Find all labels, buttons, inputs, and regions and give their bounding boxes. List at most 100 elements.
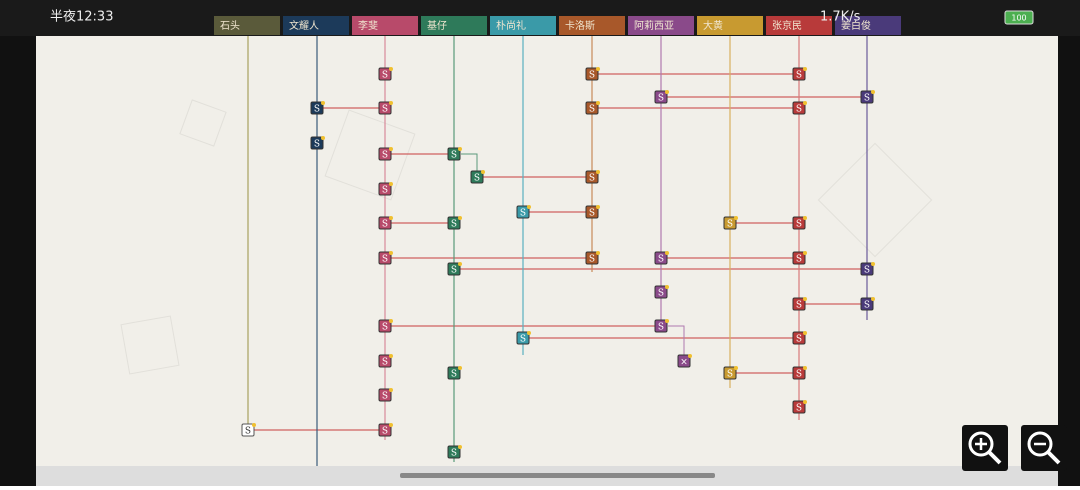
story-node[interactable] (792, 101, 806, 115)
story-node[interactable] (310, 101, 324, 115)
story-node[interactable] (654, 285, 668, 299)
story-node[interactable] (378, 216, 392, 230)
story-node[interactable] (654, 251, 668, 265)
story-node[interactable] (585, 67, 599, 81)
story-node[interactable] (792, 366, 806, 380)
node-label: × (680, 358, 688, 368)
character-tab[interactable] (559, 16, 625, 35)
story-node[interactable] (310, 136, 324, 150)
node-star (389, 251, 393, 255)
story-node[interactable] (447, 147, 461, 161)
character-tab[interactable] (766, 16, 832, 35)
node-label: S (382, 220, 388, 230)
node-star (389, 216, 393, 220)
zoom-out[interactable] (1021, 425, 1067, 471)
node-star (803, 331, 807, 335)
node-label: S (796, 105, 802, 115)
node-label: S (589, 71, 595, 81)
battery-level: 100 (1011, 14, 1026, 23)
node-label: S (796, 404, 802, 414)
node-label: S (382, 255, 388, 265)
story-node[interactable] (447, 262, 461, 276)
character-tab[interactable] (214, 16, 280, 35)
node-label: S (796, 301, 802, 311)
node-star (321, 101, 325, 105)
character-tab[interactable] (490, 16, 556, 35)
node-label: S (864, 266, 870, 276)
scrollbar[interactable] (400, 473, 715, 478)
story-node[interactable] (378, 101, 392, 115)
node-star (596, 170, 600, 174)
node-star (458, 262, 462, 266)
node-label: S (796, 335, 802, 345)
character-tab[interactable] (283, 16, 349, 35)
story-node[interactable] (723, 366, 737, 380)
story-node[interactable] (585, 205, 599, 219)
story-node[interactable] (516, 205, 530, 219)
story-node[interactable] (378, 251, 392, 265)
zoom-in[interactable] (962, 425, 1008, 471)
story-node[interactable] (654, 90, 668, 104)
story-node[interactable] (378, 182, 392, 196)
story-node[interactable] (677, 354, 691, 368)
story-node[interactable] (585, 251, 599, 265)
node-star (389, 388, 393, 392)
character-tab[interactable] (421, 16, 487, 35)
node-star (481, 170, 485, 174)
character-tab[interactable] (628, 16, 694, 35)
node-star (252, 423, 256, 427)
character-tab[interactable] (697, 16, 763, 35)
story-node[interactable] (654, 319, 668, 333)
node-star (389, 423, 393, 427)
node-star (665, 319, 669, 323)
story-node[interactable] (792, 216, 806, 230)
story-node[interactable] (378, 67, 392, 81)
node-label: S (589, 209, 595, 219)
node-star (665, 251, 669, 255)
story-node[interactable] (792, 400, 806, 414)
node-star (803, 366, 807, 370)
character-tab[interactable] (835, 16, 901, 35)
story-node[interactable] (447, 366, 461, 380)
node-star (389, 319, 393, 323)
character-tab[interactable] (352, 16, 418, 35)
story-node[interactable] (723, 216, 737, 230)
story-node[interactable] (378, 319, 392, 333)
story-node[interactable] (792, 251, 806, 265)
story-node[interactable] (378, 423, 392, 437)
story-node[interactable] (792, 67, 806, 81)
story-node[interactable] (792, 331, 806, 345)
story-node[interactable] (860, 262, 874, 276)
node-label: S (451, 220, 457, 230)
route-link (668, 325, 685, 361)
story-node[interactable] (860, 297, 874, 311)
story-node[interactable] (470, 170, 484, 184)
time: 半夜12:33 (50, 10, 113, 25)
story-node[interactable] (447, 216, 461, 230)
story-node[interactable] (241, 423, 255, 437)
story-node[interactable] (860, 90, 874, 104)
node-star (458, 147, 462, 151)
character-name: 石头 (220, 20, 240, 32)
node-label: S (474, 174, 480, 184)
story-node[interactable] (792, 297, 806, 311)
node-label: S (658, 94, 664, 104)
story-node[interactable] (378, 354, 392, 368)
story-node[interactable] (378, 147, 392, 161)
node-star (596, 101, 600, 105)
node-label: S (245, 427, 251, 437)
character-name: 文耀人 (289, 19, 319, 32)
node-star (596, 251, 600, 255)
node-label: S (658, 255, 664, 265)
story-node[interactable] (516, 331, 530, 345)
story-node[interactable] (585, 170, 599, 184)
node-label: S (382, 323, 388, 333)
node-label: S (451, 370, 457, 380)
story-node[interactable] (378, 388, 392, 402)
node-label: S (382, 71, 388, 81)
node-star (803, 216, 807, 220)
story-node[interactable] (447, 445, 461, 459)
story-node[interactable] (585, 101, 599, 115)
node-star (389, 354, 393, 358)
